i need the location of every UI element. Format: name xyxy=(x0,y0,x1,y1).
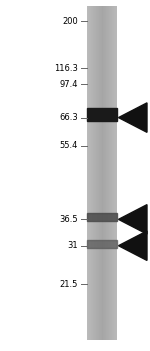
Bar xyxy=(87,213,117,221)
Bar xyxy=(87,240,117,248)
Polygon shape xyxy=(118,103,147,132)
Text: 36.5: 36.5 xyxy=(59,215,78,224)
Text: 21.5: 21.5 xyxy=(60,280,78,289)
Polygon shape xyxy=(118,205,147,234)
Text: 66.3: 66.3 xyxy=(59,113,78,122)
Text: 31: 31 xyxy=(67,241,78,250)
Text: 97.4: 97.4 xyxy=(60,80,78,89)
Bar xyxy=(87,108,117,121)
Text: 200: 200 xyxy=(62,16,78,26)
Polygon shape xyxy=(118,231,147,260)
Text: 55.4: 55.4 xyxy=(60,141,78,150)
Text: 116.3: 116.3 xyxy=(54,64,78,73)
